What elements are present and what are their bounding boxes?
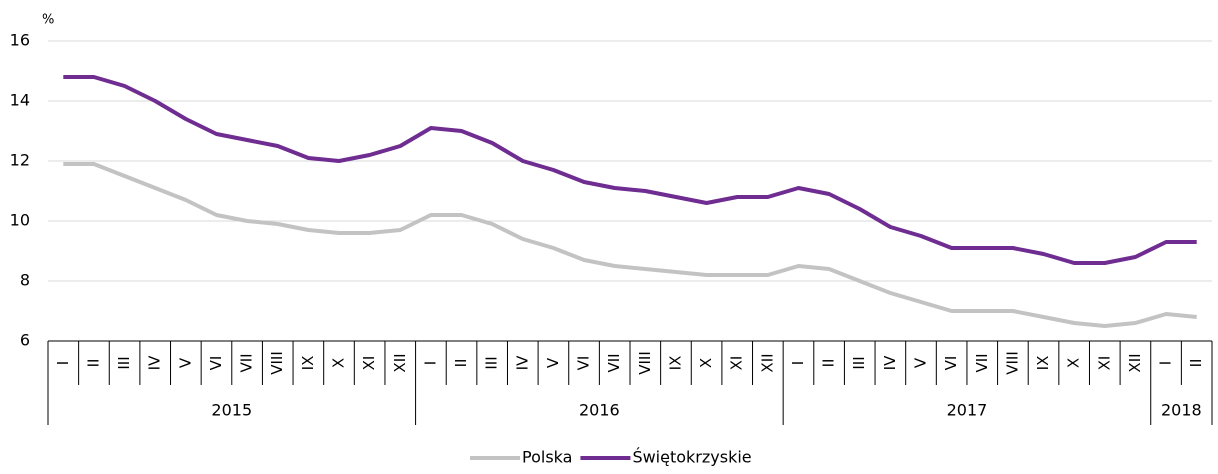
x-tick-label: I xyxy=(421,361,439,365)
x-tick-label: VIII xyxy=(1003,351,1021,375)
x-tick-label: V xyxy=(544,357,562,368)
x-tick-label: IV xyxy=(513,355,531,370)
x-tick-label: I xyxy=(789,361,807,365)
x-tick-label: X xyxy=(1065,358,1083,368)
x-tick-label: V xyxy=(912,357,930,368)
x-tick-label: III xyxy=(115,356,133,369)
x-tick-label: XII xyxy=(391,353,409,372)
y-tick-label: 12 xyxy=(10,151,30,170)
x-tick-label: IX xyxy=(299,356,317,371)
x-tick-label: III xyxy=(483,356,501,369)
x-tick-label: VIII xyxy=(636,351,654,375)
x-tick-label: VI xyxy=(207,356,225,371)
x-tick-label: I xyxy=(54,361,72,365)
group-label: 2017 xyxy=(947,401,988,420)
x-tick-label: XI xyxy=(1095,356,1113,371)
x-tick-label: II xyxy=(820,359,838,368)
x-tick-label: XI xyxy=(360,356,378,371)
y-axis-label: % xyxy=(42,13,54,28)
x-tick-label: IV xyxy=(146,355,164,370)
y-tick-label: 8 xyxy=(20,271,30,290)
group-label: 2016 xyxy=(579,401,620,420)
x-tick-label: VII xyxy=(238,353,256,372)
group-label: 2018 xyxy=(1161,401,1202,420)
x-tick-label: IX xyxy=(666,356,684,371)
x-tick-label: VI xyxy=(575,356,593,371)
x-tick-label: VII xyxy=(605,353,623,372)
x-tick-label: I xyxy=(1157,361,1175,365)
x-tick-label: VI xyxy=(942,356,960,371)
x-tick-label: III xyxy=(850,356,868,369)
x-tick-label: II xyxy=(452,359,470,368)
group-label: 2015 xyxy=(211,401,252,420)
x-tick-label: X xyxy=(330,358,348,368)
x-tick-label: II xyxy=(1187,359,1205,368)
series-line xyxy=(63,162,1197,328)
y-tick-label: 10 xyxy=(10,211,30,230)
x-tick-label: V xyxy=(176,357,194,368)
y-tick-label: 6 xyxy=(20,331,30,350)
legend-label: Polska xyxy=(522,448,572,467)
legend-label: Świętokrzyskie xyxy=(632,448,751,467)
x-tick-label: VIII xyxy=(268,351,286,375)
x-tick-label: IX xyxy=(1034,356,1052,371)
x-tick-label: X xyxy=(697,358,715,368)
x-tick-label: XII xyxy=(758,353,776,372)
y-tick-label: 14 xyxy=(10,91,30,110)
x-tick-label: XII xyxy=(1126,353,1144,372)
x-tick-label: XI xyxy=(728,356,746,371)
x-tick-label: IV xyxy=(881,355,899,370)
series-line xyxy=(63,75,1197,265)
y-tick-label: 16 xyxy=(10,31,30,50)
x-tick-label: II xyxy=(84,359,102,368)
x-tick-label: VII xyxy=(973,353,991,372)
